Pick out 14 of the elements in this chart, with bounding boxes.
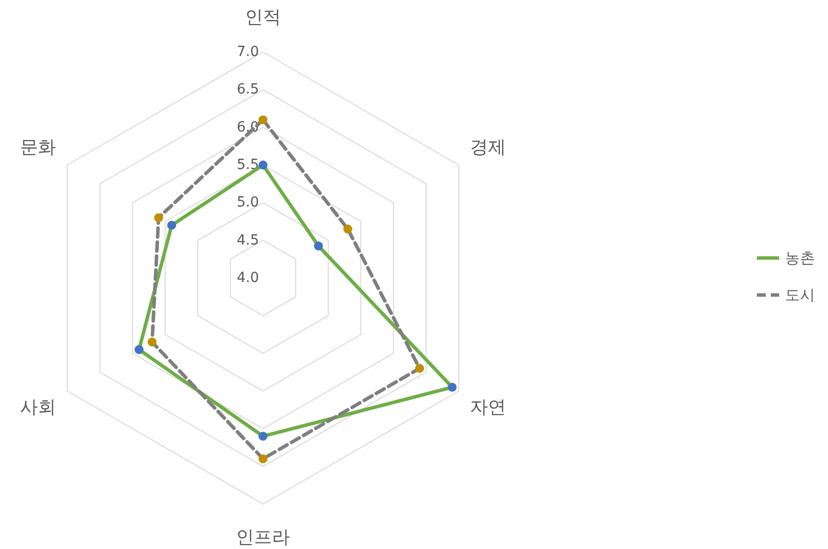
spoke-label: 문화 <box>20 137 56 158</box>
spoke-label: 인프라 <box>236 526 290 548</box>
y-tick-label: 5.5 <box>236 157 259 173</box>
y-tick-label: 6.5 <box>236 82 259 98</box>
y-tick-label: 7.0 <box>236 44 259 60</box>
y-tick-label: 4.5 <box>236 232 259 248</box>
legend-label: 농촌 <box>785 249 815 267</box>
spoke-label: 사회 <box>20 396 56 418</box>
spoke-label: 경제 <box>470 137 506 158</box>
spoke-label: 인적 <box>245 7 281 28</box>
legend-label: 도시 <box>785 286 815 304</box>
y-tick-label: 4.0 <box>236 270 259 286</box>
spoke-label: 자연 <box>470 396 506 418</box>
y-tick-label: 5.0 <box>236 194 259 211</box>
